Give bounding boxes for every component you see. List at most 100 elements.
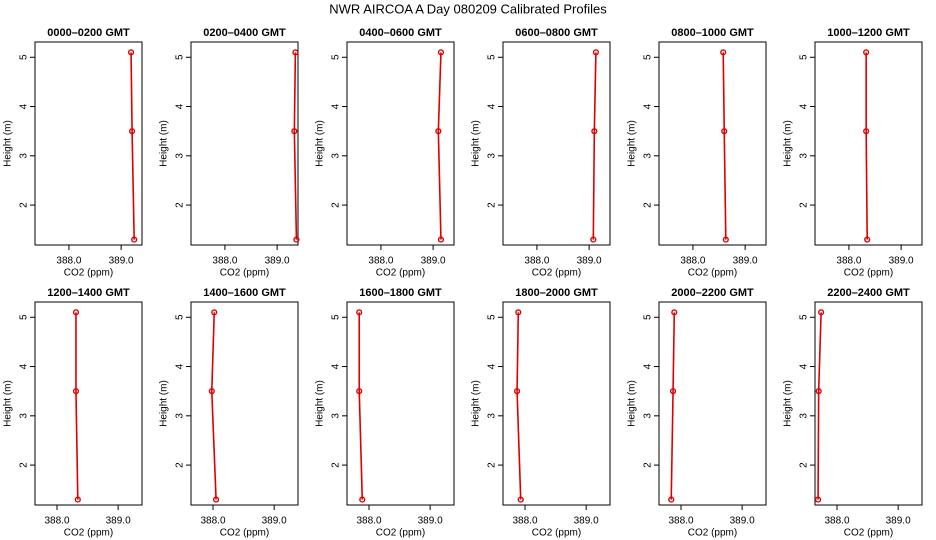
point bbox=[864, 236, 871, 243]
x-tick-label: 388.0 bbox=[824, 516, 849, 527]
x-tick-label: 388.0 bbox=[56, 256, 81, 267]
profile-line bbox=[670, 312, 676, 500]
panel-title: 0800–1000 GMT bbox=[671, 27, 754, 39]
y-tick-label: 4 bbox=[799, 363, 810, 369]
panel: 2200–2400 GMT 388.0 389.0 2 3 4 5 CO2 (ppm) Heig… bbox=[783, 287, 923, 539]
x-axis-label: CO2 (ppm) bbox=[220, 528, 269, 539]
x-tick-label: 388.0 bbox=[356, 516, 381, 527]
y-tick-label: 4 bbox=[175, 363, 186, 369]
x-axis-label: CO2 (ppm) bbox=[64, 528, 113, 539]
x-tick-label: 389.0 bbox=[733, 256, 758, 267]
y-tick-label: 3 bbox=[799, 153, 810, 159]
y-tick-label: 5 bbox=[643, 54, 654, 60]
y-axis-label: Height (m) bbox=[627, 380, 638, 427]
plot-frame bbox=[346, 41, 455, 246]
y-axis-label: Height (m) bbox=[783, 380, 794, 427]
x-tick-label: 389.0 bbox=[421, 256, 446, 267]
plot-frame bbox=[190, 41, 299, 246]
x-tick-label: 389.0 bbox=[109, 256, 134, 267]
profile-line bbox=[437, 52, 442, 240]
profile-line bbox=[817, 312, 822, 500]
x-tick-label: 389.0 bbox=[418, 516, 443, 527]
x-tick-label: 388.0 bbox=[212, 256, 237, 267]
panel: 2000–2200 GMT 388.0 389.0 2 3 4 5 CO2 (ppm) Heig… bbox=[627, 287, 767, 539]
plot-frame bbox=[34, 41, 143, 246]
x-tick-label: 389.0 bbox=[574, 516, 599, 527]
x-tick-label: 388.0 bbox=[512, 516, 537, 527]
y-tick-label: 3 bbox=[19, 153, 30, 159]
y-tick-label: 4 bbox=[19, 103, 30, 109]
y-tick-label: 4 bbox=[487, 103, 498, 109]
y-axis-label: Height (m) bbox=[471, 380, 482, 427]
point bbox=[292, 49, 299, 56]
x-tick-label: 389.0 bbox=[730, 516, 755, 527]
y-tick-label: 5 bbox=[487, 54, 498, 60]
point bbox=[592, 49, 600, 56]
profile-line bbox=[358, 312, 364, 500]
panel-title: 1000–1200 GMT bbox=[827, 27, 910, 39]
panel-title: 2000–2200 GMT bbox=[671, 287, 754, 299]
panel-title: 1800–2000 GMT bbox=[515, 287, 598, 299]
y-tick-label: 4 bbox=[175, 103, 186, 109]
profile-line bbox=[293, 52, 298, 240]
plot-frame bbox=[346, 301, 455, 506]
y-tick-label: 2 bbox=[799, 202, 810, 208]
y-tick-label: 4 bbox=[331, 363, 342, 369]
y-tick-label: 5 bbox=[331, 54, 342, 60]
y-tick-label: 4 bbox=[799, 103, 810, 109]
point bbox=[211, 309, 218, 316]
panel: 1600–1800 GMT 388.0 389.0 2 3 4 5 CO2 (ppm) Heig… bbox=[315, 287, 455, 539]
y-tick-label: 2 bbox=[175, 202, 186, 208]
point bbox=[513, 388, 521, 395]
y-tick-label: 2 bbox=[19, 462, 30, 468]
point bbox=[863, 49, 870, 56]
panel-title: 0000–0200 GMT bbox=[47, 27, 130, 39]
panel: 0600–0800 GMT 388.0 389.0 2 3 4 5 CO2 (ppm) Heig… bbox=[471, 27, 611, 279]
point bbox=[208, 388, 215, 395]
point bbox=[127, 49, 135, 56]
y-tick-label: 3 bbox=[331, 153, 342, 159]
x-tick-label: 388.0 bbox=[44, 516, 69, 527]
x-axis-label: CO2 (ppm) bbox=[688, 528, 737, 539]
y-axis-label: Height (m) bbox=[159, 380, 170, 427]
plot-frame bbox=[34, 301, 143, 506]
panel: 0400–0600 GMT 388.0 389.0 2 3 4 5 CO2 (ppm) Heig… bbox=[315, 27, 455, 279]
panel: 0200–0400 GMT 388.0 389.0 2 3 4 5 CO2 (ppm) Heig… bbox=[159, 27, 300, 279]
y-tick-label: 5 bbox=[799, 54, 810, 60]
y-tick-label: 4 bbox=[331, 103, 342, 109]
x-axis-label: CO2 (ppm) bbox=[376, 268, 425, 279]
panel-title: 1200–1400 GMT bbox=[47, 287, 130, 299]
y-tick-label: 3 bbox=[175, 153, 186, 159]
x-tick-label: 388.0 bbox=[368, 256, 393, 267]
point bbox=[815, 388, 822, 395]
plot-frame bbox=[814, 41, 923, 246]
panel: 1400–1600 GMT 388.0 389.0 2 3 4 5 CO2 (ppm) Heig… bbox=[159, 287, 299, 539]
y-axis-label: Height (m) bbox=[627, 120, 638, 167]
y-tick-label: 2 bbox=[487, 202, 498, 208]
y-tick-label: 2 bbox=[19, 202, 30, 208]
point bbox=[72, 309, 80, 316]
profile-line bbox=[516, 312, 522, 500]
plot-frame bbox=[190, 301, 299, 506]
x-tick-label: 389.0 bbox=[262, 516, 287, 527]
point bbox=[590, 236, 597, 243]
x-axis-label: CO2 (ppm) bbox=[64, 268, 113, 279]
plot-frame bbox=[658, 301, 767, 506]
point bbox=[131, 236, 138, 243]
profile-line bbox=[130, 52, 135, 240]
y-axis-label: Height (m) bbox=[783, 120, 794, 167]
y-tick-label: 5 bbox=[331, 314, 342, 320]
point bbox=[863, 128, 870, 135]
point bbox=[437, 49, 445, 56]
y-tick-label: 5 bbox=[643, 314, 654, 320]
x-tick-label: 389.0 bbox=[577, 256, 602, 267]
x-axis-label: CO2 (ppm) bbox=[844, 268, 893, 279]
point bbox=[721, 128, 728, 135]
x-axis-label: CO2 (ppm) bbox=[844, 528, 893, 539]
y-axis-label: Height (m) bbox=[159, 120, 170, 167]
plot-frame bbox=[658, 41, 767, 246]
panel: 1800–2000 GMT 388.0 389.0 2 3 4 5 CO2 (ppm) Heig… bbox=[471, 287, 611, 539]
y-tick-label: 4 bbox=[487, 363, 498, 369]
y-tick-label: 5 bbox=[19, 314, 30, 320]
panel-title: 0600–0800 GMT bbox=[515, 27, 598, 39]
